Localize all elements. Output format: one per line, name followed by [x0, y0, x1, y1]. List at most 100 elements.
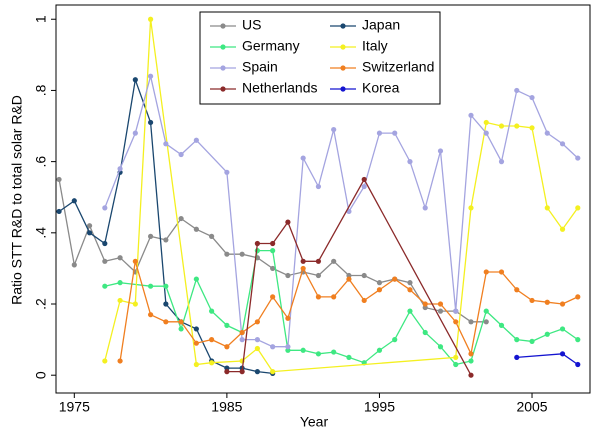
series-marker: [132, 130, 138, 136]
series-marker: [224, 344, 230, 350]
series-marker: [498, 269, 505, 275]
series-marker: [483, 119, 489, 126]
series-marker: [193, 276, 199, 282]
series-marker: [453, 319, 459, 325]
series-marker: [514, 287, 520, 293]
series-marker: [331, 294, 337, 300]
series-marker: [224, 365, 230, 371]
series-marker: [468, 112, 474, 118]
series-marker: [315, 183, 322, 190]
series-marker: [117, 280, 123, 286]
series-marker: [71, 262, 77, 268]
series-marker: [376, 347, 383, 353]
series-marker: [147, 283, 154, 289]
series-marker: [575, 205, 581, 211]
series-marker: [132, 77, 138, 83]
series-marker: [254, 337, 260, 343]
series-marker: [254, 345, 260, 352]
series-marker: [315, 294, 322, 300]
series-marker: [178, 215, 184, 222]
series-marker: [193, 137, 199, 143]
series-marker: [529, 125, 535, 131]
series-marker: [498, 159, 505, 165]
series-marker: [86, 230, 93, 236]
series-marker: [361, 183, 367, 190]
series-marker: [117, 166, 123, 172]
series-marker: [270, 265, 276, 272]
series-marker: [483, 130, 489, 136]
series-marker: [376, 287, 383, 293]
series-marker: [575, 337, 581, 343]
series-marker: [163, 141, 169, 147]
series-marker: [86, 223, 93, 229]
series-marker: [147, 233, 154, 239]
series-marker: [56, 208, 62, 215]
series-marker: [300, 347, 306, 353]
series-marker: [147, 119, 154, 126]
series-marker: [193, 340, 199, 346]
series-marker: [361, 297, 367, 304]
series-marker: [117, 255, 123, 261]
legend-label: Germany: [242, 38, 300, 54]
series-marker: [453, 354, 459, 361]
series-marker: [575, 155, 581, 161]
series-marker: [346, 354, 352, 361]
y-tick-label: .6: [33, 156, 49, 168]
series-marker: [544, 130, 550, 136]
series-marker: [514, 354, 520, 361]
series-marker: [224, 369, 230, 375]
x-tick-label: 1975: [59, 399, 90, 415]
series-marker: [117, 358, 123, 364]
series-marker: [315, 272, 322, 279]
series-marker: [376, 280, 383, 286]
series-marker: [437, 308, 444, 314]
series-marker: [559, 141, 566, 147]
series-marker: [239, 251, 245, 257]
series-marker: [193, 361, 199, 368]
series-marker: [468, 319, 474, 325]
series-marker: [285, 272, 291, 279]
series-marker: [544, 331, 550, 337]
series-marker: [224, 169, 230, 175]
series-marker: [514, 87, 520, 94]
series-marker: [178, 319, 184, 325]
series-marker: [270, 248, 276, 254]
series-line: [104, 19, 579, 373]
legend-marker: [220, 86, 226, 92]
series-marker: [437, 148, 444, 154]
series-marker: [453, 308, 459, 314]
series-marker: [498, 322, 505, 328]
series-marker: [575, 361, 581, 368]
series-marker: [254, 319, 260, 325]
series-marker: [559, 351, 566, 357]
series-marker: [239, 369, 245, 375]
y-tick-label: .2: [33, 298, 49, 310]
series-marker: [193, 226, 199, 232]
legend-marker: [340, 23, 346, 29]
series-marker: [453, 361, 459, 368]
series-marker: [224, 251, 230, 257]
series-marker: [346, 276, 352, 282]
series-marker: [498, 123, 505, 129]
series-marker: [300, 155, 306, 161]
legend-label: Japan: [362, 17, 400, 33]
series-marker: [285, 315, 291, 321]
series-marker: [147, 312, 154, 318]
legend-label: Netherlands: [242, 80, 318, 96]
series-marker: [331, 349, 337, 355]
series-marker: [407, 280, 413, 286]
series-marker: [376, 130, 383, 136]
series-marker: [102, 258, 108, 264]
series-marker: [224, 322, 230, 328]
y-axis-label: Ratio STT R&D to total solar R&D: [9, 95, 25, 305]
series-marker: [209, 360, 215, 366]
series-marker: [163, 237, 169, 243]
series-marker: [392, 130, 398, 136]
series-marker: [331, 126, 337, 133]
legend-label: Switzerland: [362, 59, 434, 75]
y-tick-label: .4: [33, 227, 49, 239]
series-marker: [102, 205, 108, 211]
series-marker: [407, 308, 413, 314]
series-marker: [178, 151, 184, 158]
x-tick-label: 1995: [364, 399, 395, 415]
